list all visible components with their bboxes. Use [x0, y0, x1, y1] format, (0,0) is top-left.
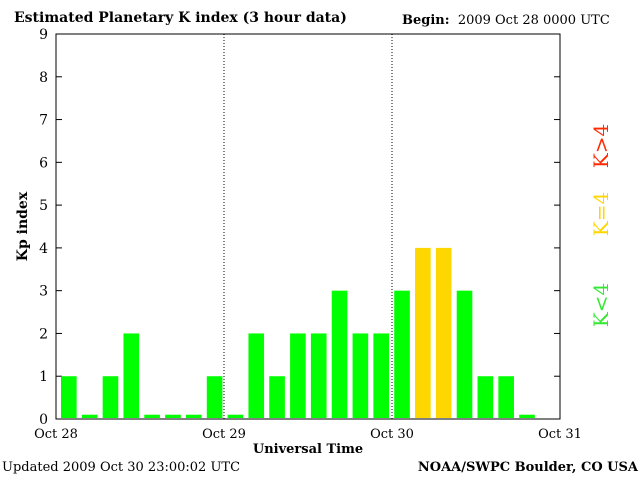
y-tick-label: 3 — [39, 284, 48, 300]
y-tick-label: 2 — [39, 326, 48, 342]
y-axis-label: Kp index — [15, 191, 31, 261]
begin-info: Begin: 2009 Oct 28 0000 UTC — [402, 13, 610, 28]
legend-item: K>4 — [589, 124, 613, 168]
kp-bar — [81, 414, 98, 418]
kp-bar — [248, 333, 265, 418]
y-tick-label: 6 — [39, 155, 48, 171]
y-tick-label: 8 — [39, 70, 48, 86]
x-tick-label: Oct 29 — [202, 427, 246, 442]
y-tick-label: 0 — [39, 412, 48, 428]
kp-bar — [331, 290, 348, 418]
x-tick-label: Oct 30 — [370, 427, 414, 442]
kp-bar — [415, 247, 431, 418]
kp-bar — [498, 376, 514, 418]
x-tick-label: Oct 28 — [34, 427, 78, 442]
y-tick-label: 1 — [39, 369, 48, 385]
plot-frame — [55, 33, 561, 420]
kp-bar — [269, 376, 285, 418]
kp-bar — [227, 414, 244, 418]
kp-bar — [290, 333, 306, 418]
kp-bar — [144, 414, 160, 418]
kp-bar — [61, 376, 77, 418]
y-tick-label: 7 — [39, 113, 48, 129]
updated-value: 2009 Oct 30 23:00:02 UTC — [62, 460, 241, 475]
kp-bar — [394, 290, 410, 418]
x-tick-label: Oct 31 — [538, 427, 582, 442]
kp-bar — [352, 333, 369, 418]
legend-item: K=4 — [589, 192, 613, 236]
kp-bar — [123, 333, 140, 418]
updated-info: Updated 2009 Oct 30 23:00:02 UTC — [2, 460, 240, 475]
kp-bar — [435, 247, 452, 418]
kp-bar — [519, 414, 535, 418]
y-tick-label: 5 — [39, 198, 48, 214]
y-tick-label: 4 — [39, 241, 48, 257]
kp-bar — [310, 333, 327, 418]
kp-bar — [185, 414, 202, 418]
kp-bar — [373, 333, 390, 418]
kp-bar — [165, 414, 181, 418]
x-axis-label: Universal Time — [253, 442, 363, 457]
kp-bar — [102, 376, 119, 418]
kp-bar — [456, 290, 473, 418]
chart-title: Estimated Planetary K index (3 hour data… — [14, 10, 347, 26]
data-source: NOAA/SWPC Boulder, CO USA — [417, 460, 638, 475]
updated-label: Updated — [2, 460, 59, 475]
begin-value: 2009 Oct 28 0000 UTC — [457, 13, 610, 28]
kp-bar — [206, 376, 223, 418]
kp-bar — [477, 376, 494, 418]
begin-label: Begin: — [402, 13, 450, 28]
legend-item: K<4 — [589, 283, 613, 327]
y-tick-label: 9 — [39, 27, 48, 43]
